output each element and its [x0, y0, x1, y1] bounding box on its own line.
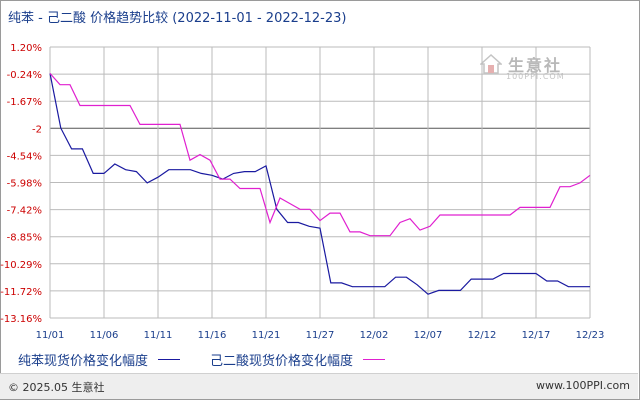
y-tick-label: -0.24%: [7, 70, 42, 81]
date-range: (2022-11-01 - 2022-12-23): [172, 11, 347, 26]
footer-site-link[interactable]: www.100PPI.com: [536, 379, 630, 392]
x-tick-label: 12/12: [468, 330, 497, 341]
watermark-sub: 100PPI.COM: [506, 72, 565, 81]
y-tick-label: -7.42%: [7, 206, 42, 217]
x-tick-label: 12/02: [360, 330, 389, 341]
x-tick-label: 11/01: [36, 330, 65, 341]
y-tick-label: -10.29%: [0, 260, 42, 271]
watermark-brand: 生意社: [508, 56, 563, 75]
legend-swatch-series2: [363, 359, 386, 360]
x-tick-label: 12/23: [576, 330, 605, 341]
series-line-2: [49, 73, 591, 237]
watermark: 生意社 100PPI.COM: [480, 52, 564, 81]
x-tick-label: 11/11: [144, 330, 173, 341]
y-tick-label: -2: [32, 124, 42, 135]
chart-title: 纯苯 - 己二酸 价格趋势比较 (2022-11-01 - 2022-12-23…: [8, 11, 347, 26]
legend-label-series2: 己二酸现货价格变化幅度: [210, 354, 354, 369]
y-tick-label: -4.54%: [7, 151, 42, 162]
x-tick-label: 11/21: [252, 330, 281, 341]
x-tick-label: 12/17: [522, 330, 551, 341]
x-tick-label: 11/16: [198, 330, 227, 341]
y-tick-label: -11.72%: [0, 287, 42, 298]
y-tick-label: -5.98%: [7, 179, 42, 190]
legend: 纯苯现货价格变化幅度 己二酸现货价格变化幅度: [18, 350, 393, 369]
y-tick-label: -1.67%: [7, 97, 42, 108]
y-tick-label: -8.85%: [7, 233, 42, 244]
legend-swatch-series1: [158, 359, 181, 360]
y-tick-label: -13.16%: [0, 314, 42, 325]
footer-bar: © 2025.05 生意社 www.100PPI.com: [0, 373, 638, 399]
footer-copyright: © 2025.05 生意社: [8, 381, 105, 394]
x-tick-label: 11/27: [306, 330, 335, 341]
legend-label-series1: 纯苯现货价格变化幅度: [18, 354, 149, 369]
series-line-1: [49, 73, 590, 295]
x-tick-label: 11/06: [90, 330, 119, 341]
x-tick-label: 12/07: [414, 330, 443, 341]
y-tick-label: 1.20%: [10, 43, 42, 54]
